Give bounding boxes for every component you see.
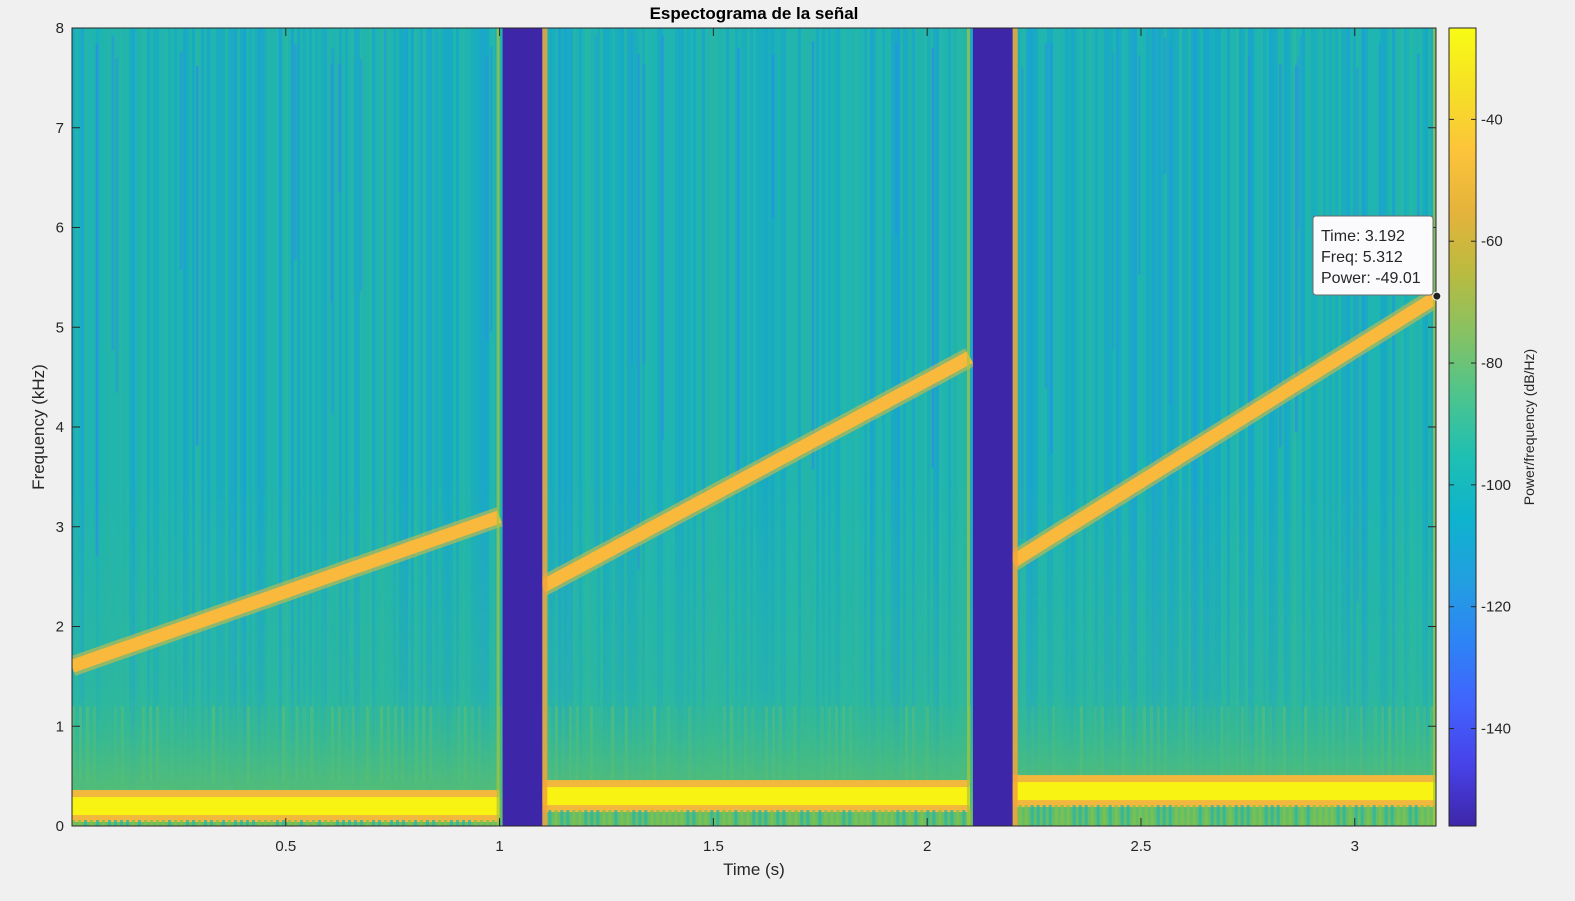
x-tick-label: 1: [495, 838, 503, 855]
y-tick-label: 6: [56, 220, 64, 237]
datatip-time: Time: 3.192: [1321, 228, 1405, 245]
datatip-box[interactable]: [1312, 215, 1434, 296]
chirp-line: [539, 351, 973, 593]
tone-band-core: [1012, 782, 1436, 801]
x-tick-label: 3: [1351, 838, 1359, 855]
x-axis-label: Time (s): [723, 860, 785, 879]
colorbar-tick-label: -140: [1481, 721, 1511, 738]
colorbar-label: Power/frequency (dB/Hz): [1521, 349, 1537, 505]
x-tick-label: 2: [923, 838, 931, 855]
tone-band-core: [72, 797, 500, 816]
silence-gap-2: [972, 28, 1013, 826]
gap-edge: [1012, 28, 1018, 826]
y-tick-label: 4: [56, 419, 64, 436]
x-tick-label: 0.5: [275, 838, 296, 855]
segment-2: [537, 28, 975, 826]
y-tick-label: 2: [56, 619, 64, 636]
y-tick-label: 3: [56, 519, 64, 536]
segment-edge: [966, 28, 970, 826]
colorbar-tick-label: -120: [1481, 599, 1511, 616]
segment-edge: [496, 28, 500, 826]
datatip-marker[interactable]: [1432, 291, 1442, 301]
tone-band-core: [542, 787, 970, 806]
segment-1: [72, 28, 503, 826]
gap-edge: [542, 28, 548, 826]
chart-title: Espectograma de la señal: [650, 4, 859, 23]
silence-gap-1: [502, 28, 543, 826]
colorbar-tick-label: -40: [1481, 111, 1503, 128]
colorbar: [1448, 27, 1477, 827]
chirp-line: [1009, 291, 1436, 568]
datatip-power: Power: -49.01: [1321, 270, 1421, 287]
y-tick-label: 8: [56, 20, 64, 37]
y-tick-label: 1: [56, 718, 64, 735]
x-tick-label: 2.5: [1131, 838, 1152, 855]
y-tick-label: 5: [56, 319, 64, 336]
y-axis-label: Frequency (kHz): [29, 364, 48, 490]
y-tick-label: 7: [56, 120, 64, 137]
colorbar-tick-label: -60: [1481, 233, 1503, 250]
x-tick-label: 1.5: [703, 838, 724, 855]
datatip-freq: Freq: 5.312: [1321, 249, 1403, 266]
chirp-line: [72, 510, 502, 673]
colorbar-tick-label: -100: [1481, 477, 1511, 494]
colorbar-tick-label: -80: [1481, 355, 1503, 372]
segment-3: [1007, 28, 1436, 826]
y-tick-label: 0: [56, 818, 64, 835]
